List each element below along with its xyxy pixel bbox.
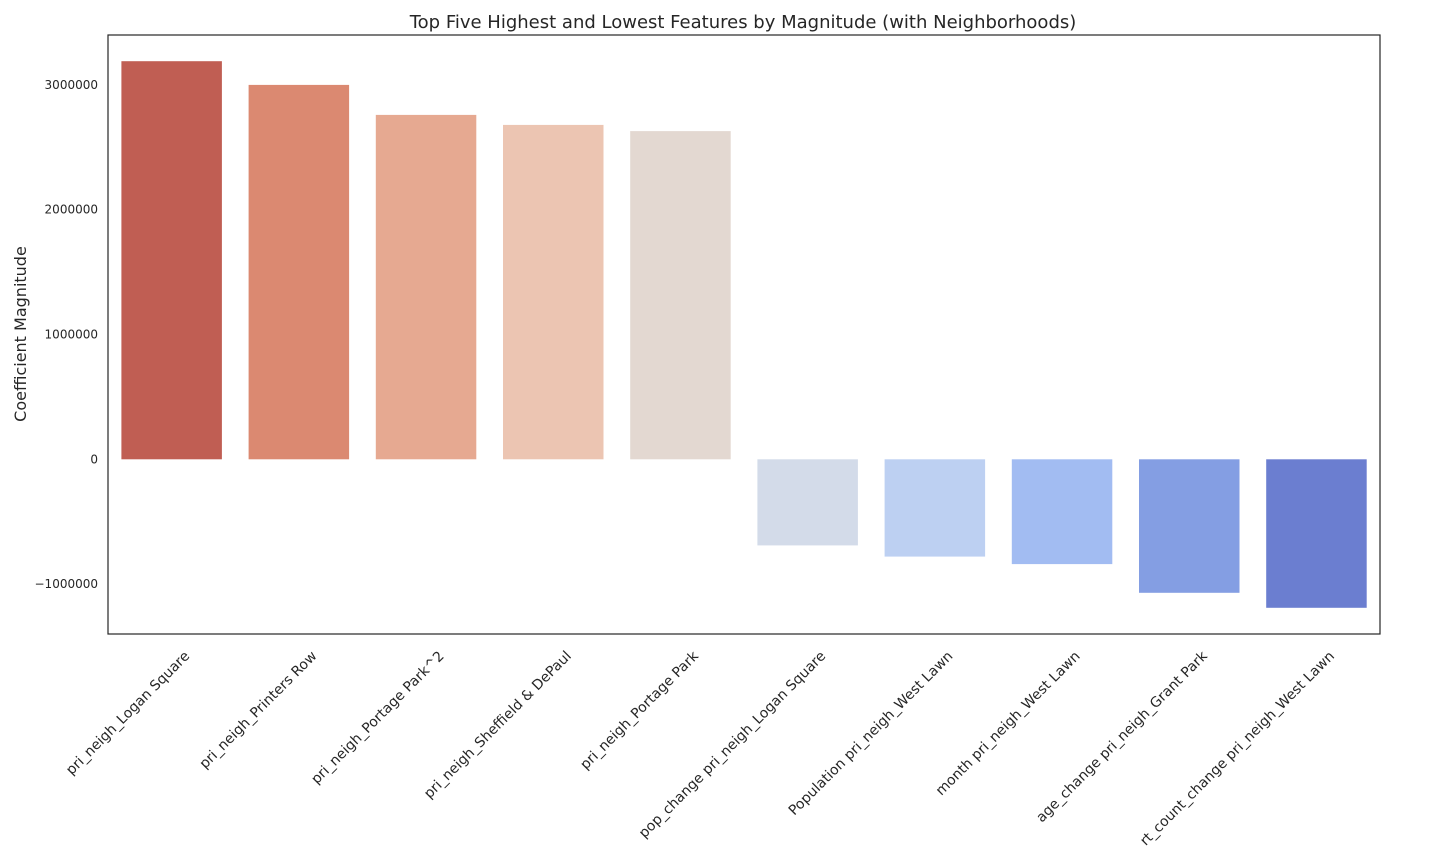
bar-10 bbox=[1266, 459, 1367, 608]
chart-title: Top Five Highest and Lowest Features by … bbox=[409, 12, 1077, 33]
x-tick-label: pri_neigh_Printers Row bbox=[197, 648, 321, 772]
y-ticks-group: −1000000 0 1000000 2000000 3000000 bbox=[35, 78, 99, 591]
bar-6 bbox=[757, 459, 858, 546]
x-tick-label: pri_neigh_Logan Square bbox=[63, 648, 193, 778]
bar-9 bbox=[1139, 459, 1240, 593]
x-tick-label: rt_count_change pri_neigh_West Lawn bbox=[1137, 648, 1338, 849]
x-tick-label: pri_neigh_Sheffield & DePaul bbox=[421, 648, 575, 802]
y-axis-label: Coefficient Magnitude bbox=[11, 246, 30, 422]
x-ticks-group: pri_neigh_Logan Square pri_neigh_Printers… bbox=[63, 648, 1338, 849]
bar-7 bbox=[884, 459, 986, 557]
bar-1 bbox=[121, 61, 222, 460]
bar-2 bbox=[248, 84, 350, 460]
y-tick-label: 0 bbox=[90, 452, 98, 466]
bar-8 bbox=[1011, 459, 1113, 565]
y-tick-label: 3000000 bbox=[45, 78, 98, 92]
bar-3 bbox=[375, 114, 477, 460]
x-tick-label: pri_neigh_Portage Park bbox=[577, 648, 702, 773]
bar-5 bbox=[630, 131, 731, 460]
y-tick-label: 1000000 bbox=[45, 328, 98, 342]
x-tick-label: month pri_neigh_West Lawn bbox=[933, 648, 1084, 799]
plot-frame bbox=[107, 34, 1381, 635]
y-tick-label: 2000000 bbox=[45, 203, 98, 217]
y-tick-label: −1000000 bbox=[35, 577, 99, 591]
bars-group bbox=[121, 61, 1367, 608]
x-tick-label: pri_neigh_Portage Park^2 bbox=[308, 648, 447, 787]
bar-4 bbox=[503, 124, 604, 460]
